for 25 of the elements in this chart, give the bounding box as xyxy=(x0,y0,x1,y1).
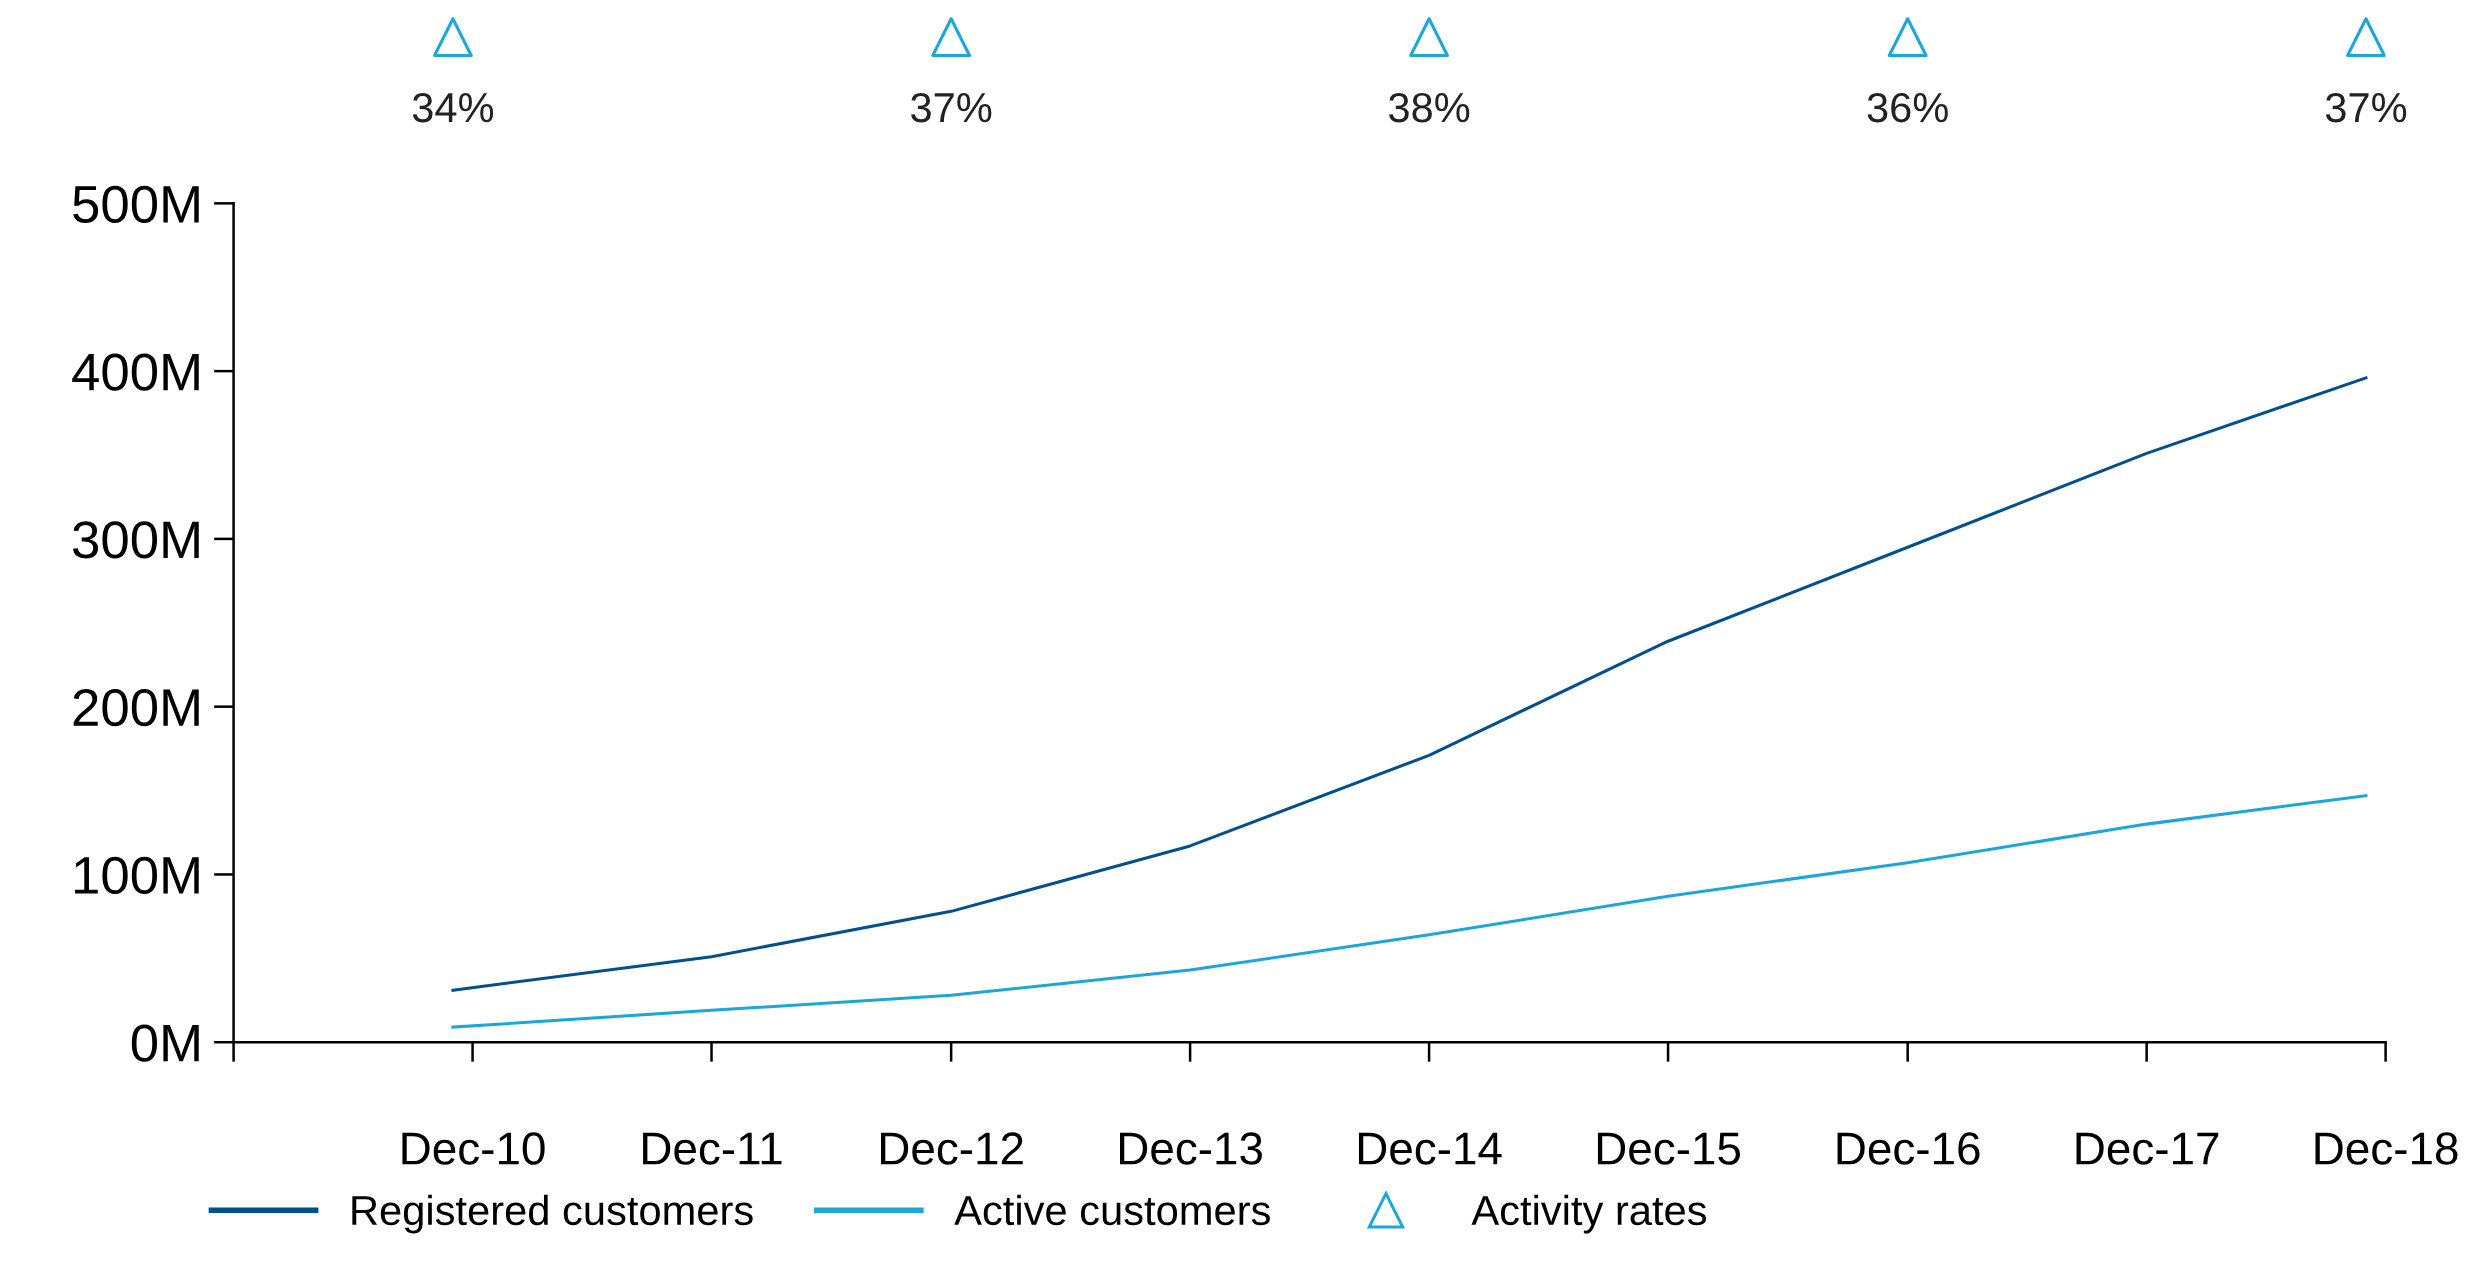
legend-label: Active customers xyxy=(954,1194,1270,1226)
text: 34% xyxy=(412,92,494,123)
y-tick-label: 0M xyxy=(131,1024,199,1062)
x-tick-label: Dec-14 xyxy=(1358,1132,1502,1165)
line-series xyxy=(451,794,2368,1029)
x-tick-label: Dec-12 xyxy=(881,1132,1023,1165)
x-tick-label: Dec-10 xyxy=(402,1132,545,1165)
y-tick-label: 500M xyxy=(73,185,199,223)
text: 37% xyxy=(2325,92,2407,123)
legend-label: Activity rates xyxy=(1471,1194,1707,1234)
text: 38% xyxy=(1388,92,1470,123)
text: 37% xyxy=(911,92,992,123)
x-tick-label: Dec-16 xyxy=(1837,1132,1980,1165)
legend-label: Registered customers xyxy=(352,1194,753,1234)
y-tick-label: 400M xyxy=(72,353,199,391)
text: 36% xyxy=(1867,92,1948,123)
y-tick-label: 300M xyxy=(73,521,199,559)
x-tick-label: Dec-17 xyxy=(2076,1132,2219,1165)
x-tick-label: Dec-11 xyxy=(643,1132,782,1165)
x-tick-label: Dec-18 xyxy=(2315,1132,2458,1165)
x-tick-label: Dec-15 xyxy=(1597,1132,1740,1165)
y-tick-label: 100M xyxy=(75,856,199,895)
x-tick-label: Dec-13 xyxy=(1120,1132,1262,1165)
y-tick-label: 200M xyxy=(73,688,199,727)
line-series xyxy=(451,376,2368,992)
